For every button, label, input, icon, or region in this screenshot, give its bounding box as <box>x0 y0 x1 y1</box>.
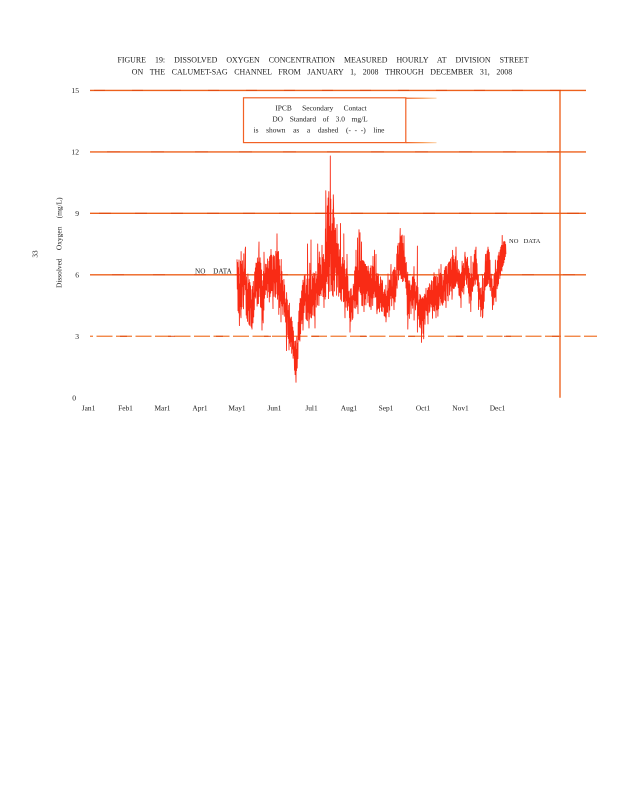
svg-text:33: 33 <box>32 250 40 258</box>
svg-text:Feb1: Feb1 <box>118 403 133 412</box>
svg-text:Jun1: Jun1 <box>268 403 282 412</box>
svg-text:9: 9 <box>75 209 79 218</box>
svg-text:May1: May1 <box>228 403 246 412</box>
svg-text:Jul1: Jul1 <box>305 403 318 412</box>
svg-text:NO DATA: NO DATA <box>195 267 233 275</box>
svg-text:Jan1: Jan1 <box>82 403 96 412</box>
svg-text:15: 15 <box>71 86 79 95</box>
svg-text:NO DATA: NO DATA <box>509 238 541 245</box>
svg-text:is shown as a dashed (- - -) l: is shown as a dashed (- - -) line <box>254 126 386 135</box>
svg-text:Oct1: Oct1 <box>416 403 431 412</box>
svg-text:Nov1: Nov1 <box>452 403 469 412</box>
svg-text:Mar1: Mar1 <box>154 403 170 412</box>
svg-text:Apr1: Apr1 <box>192 403 207 412</box>
svg-text:IPCB Secondary Contact: IPCB Secondary Contact <box>275 104 367 113</box>
svg-text:Sep1: Sep1 <box>379 403 394 412</box>
svg-text:3: 3 <box>75 332 79 341</box>
svg-text:DO Standard of 3.0 mg/L: DO Standard of 3.0 mg/L <box>272 115 368 124</box>
svg-text:Dec1: Dec1 <box>490 403 506 412</box>
svg-text:ON THE CALUMET-SAG CHANNEL FRO: ON THE CALUMET-SAG CHANNEL FROM JANUARY … <box>132 68 512 77</box>
svg-text:0: 0 <box>72 393 76 402</box>
svg-text:6: 6 <box>75 271 79 280</box>
svg-text:12: 12 <box>71 148 79 157</box>
svg-text:Dissolved Oxygen (mg/L): Dissolved Oxygen (mg/L) <box>55 197 64 288</box>
svg-text:FIGURE 19: DISSOLVED OXYGEN CO: FIGURE 19: DISSOLVED OXYGEN CONCENTRATIO… <box>117 56 528 65</box>
svg-text:Aug1: Aug1 <box>341 403 358 412</box>
